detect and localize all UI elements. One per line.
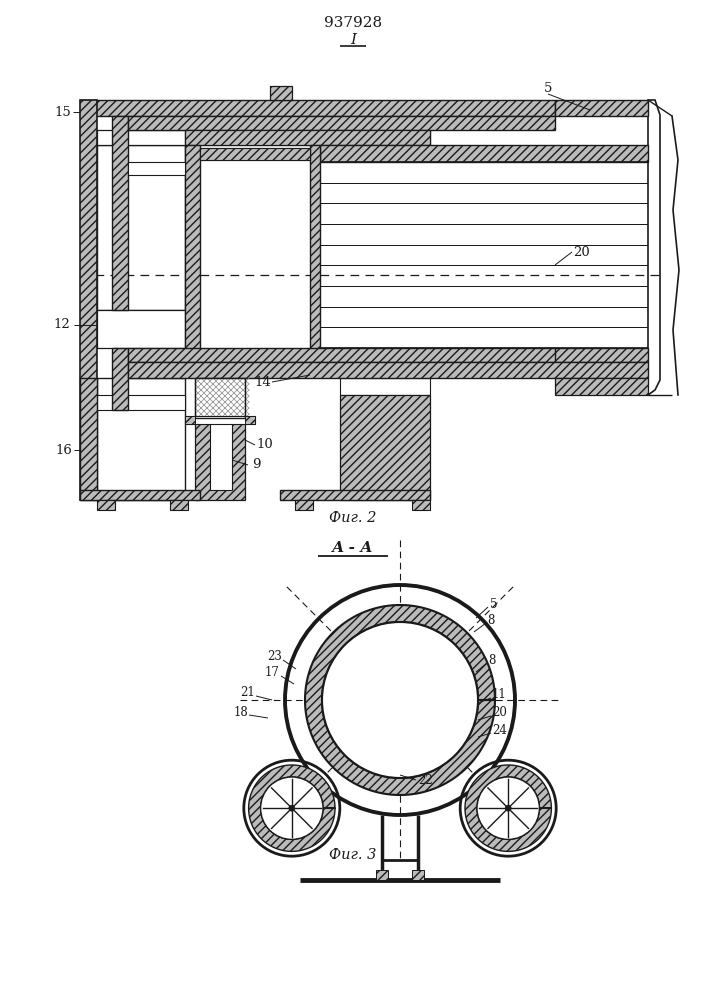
Text: 21: 21 [240, 686, 255, 700]
Text: 10: 10 [257, 438, 274, 452]
Text: 8: 8 [487, 613, 494, 626]
Polygon shape [320, 162, 648, 183]
Polygon shape [97, 145, 185, 310]
Polygon shape [320, 245, 648, 265]
Polygon shape [185, 416, 195, 424]
Polygon shape [97, 130, 185, 145]
Text: 16: 16 [56, 444, 72, 456]
Text: 11: 11 [492, 688, 507, 702]
Polygon shape [195, 418, 245, 500]
Polygon shape [412, 870, 424, 880]
Polygon shape [128, 162, 185, 175]
Text: 20: 20 [492, 706, 507, 720]
Text: 24: 24 [492, 724, 507, 736]
Polygon shape [295, 500, 313, 510]
Polygon shape [555, 378, 648, 395]
Text: 12: 12 [54, 318, 71, 332]
Polygon shape [80, 100, 97, 500]
Circle shape [460, 760, 556, 856]
Circle shape [244, 760, 340, 856]
Polygon shape [170, 500, 188, 510]
Polygon shape [80, 100, 555, 116]
Polygon shape [112, 348, 128, 410]
Polygon shape [185, 145, 200, 362]
Polygon shape [185, 130, 430, 145]
Polygon shape [465, 765, 551, 851]
Polygon shape [80, 378, 97, 500]
Polygon shape [185, 416, 255, 424]
Polygon shape [320, 183, 648, 203]
Text: 15: 15 [54, 105, 71, 118]
Polygon shape [320, 348, 648, 362]
Polygon shape [320, 145, 648, 162]
Polygon shape [245, 416, 255, 424]
Polygon shape [200, 148, 310, 160]
Polygon shape [200, 148, 310, 160]
Text: I: I [350, 33, 356, 47]
Polygon shape [128, 362, 648, 378]
Polygon shape [340, 378, 430, 395]
Polygon shape [128, 116, 555, 130]
Text: Фиг. 2: Фиг. 2 [329, 511, 377, 525]
Text: 17: 17 [265, 666, 280, 680]
Text: 14: 14 [255, 375, 271, 388]
Polygon shape [210, 418, 232, 490]
Polygon shape [320, 307, 648, 327]
Text: 23: 23 [267, 650, 282, 664]
Text: 937928: 937928 [324, 16, 382, 30]
Text: 9: 9 [252, 458, 260, 472]
Polygon shape [648, 100, 660, 395]
Polygon shape [97, 395, 185, 410]
Polygon shape [97, 378, 185, 500]
Polygon shape [320, 224, 648, 245]
Polygon shape [320, 286, 648, 307]
Polygon shape [128, 348, 555, 362]
Polygon shape [310, 145, 320, 362]
Circle shape [506, 805, 511, 811]
Polygon shape [249, 765, 335, 851]
Text: А - А: А - А [332, 541, 374, 555]
Circle shape [477, 777, 539, 839]
Polygon shape [320, 265, 648, 286]
Polygon shape [112, 116, 128, 310]
Text: 18: 18 [233, 706, 248, 718]
Polygon shape [555, 100, 648, 116]
Text: 8: 8 [488, 654, 496, 666]
Circle shape [261, 777, 323, 839]
Text: 20: 20 [573, 245, 590, 258]
Polygon shape [185, 130, 430, 145]
Polygon shape [270, 86, 292, 100]
Circle shape [322, 622, 478, 778]
Polygon shape [412, 500, 430, 510]
Text: 5: 5 [544, 82, 552, 95]
Polygon shape [80, 490, 200, 500]
Circle shape [289, 805, 295, 811]
Polygon shape [195, 378, 245, 418]
Polygon shape [340, 395, 430, 500]
Text: 5: 5 [490, 597, 498, 610]
Polygon shape [280, 490, 430, 500]
Polygon shape [376, 870, 388, 880]
Text: Фиг. 3: Фиг. 3 [329, 848, 377, 862]
Polygon shape [97, 500, 115, 510]
Text: 22: 22 [418, 774, 433, 786]
Polygon shape [305, 605, 495, 795]
Polygon shape [97, 310, 185, 348]
Polygon shape [320, 203, 648, 224]
Polygon shape [320, 327, 648, 348]
